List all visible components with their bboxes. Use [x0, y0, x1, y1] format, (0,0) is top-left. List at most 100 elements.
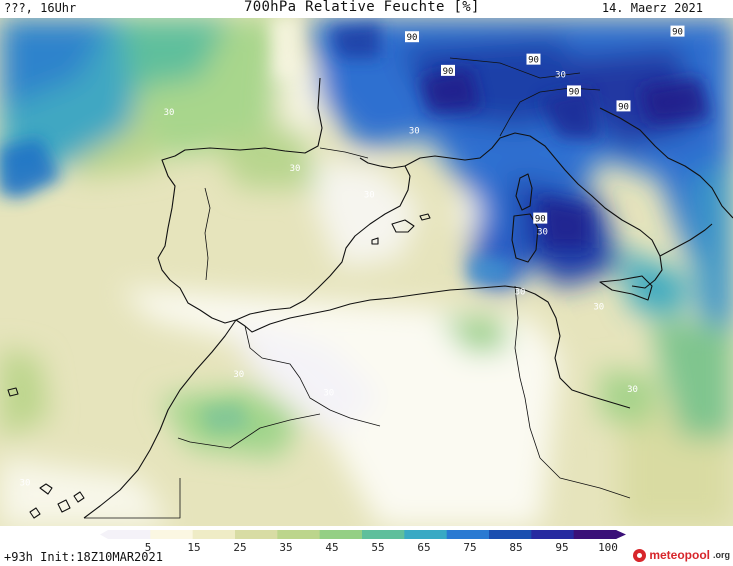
contour-label: 30 [537, 228, 548, 238]
contour-label-text: 90 [618, 102, 629, 112]
colorbar-segment [362, 530, 405, 539]
contour-label: 90 [533, 212, 548, 225]
contour-label: 30 [290, 164, 301, 174]
colorbar-segment [404, 530, 448, 539]
canary-island-4 [29, 507, 41, 519]
contour-labels: 9090909090909090903030303030303030303030… [20, 25, 685, 488]
contour-label-text: 30 [164, 108, 175, 118]
colorbar-tick-label: 5 [144, 541, 152, 554]
colorbar-segment [319, 530, 363, 539]
colorbar-max-arrow [616, 530, 626, 539]
contour-label-bg [616, 100, 631, 112]
mallorca-coast [391, 219, 415, 233]
north-africa-coast [235, 285, 631, 409]
brand-tld: .org [713, 550, 730, 560]
adriatic-coast [599, 107, 733, 219]
brand-name: meteopool [649, 548, 710, 562]
contour-label: 30 [20, 478, 31, 488]
contour-label-bg [526, 53, 541, 65]
madeira-island [7, 387, 19, 397]
colorbar-tick-label: 100 [598, 541, 618, 554]
contour-label-text: 30 [593, 302, 604, 312]
contour-label: 30 [233, 370, 244, 380]
colorbar-segment [108, 530, 151, 539]
map-footer: 5 15 25 35 45 55 65 75 85 95 100 +93h Init:18Z10MA… [0, 526, 733, 566]
contour-label: 30 [164, 108, 175, 118]
contour-label-text: 30 [364, 190, 375, 200]
menorca-coast [419, 213, 431, 221]
contour-label-text: 30 [515, 288, 526, 298]
contour-label-text: 30 [20, 478, 31, 488]
canary-island-3 [73, 491, 85, 503]
italy-heel [659, 223, 713, 257]
contour-label-text: 90 [443, 67, 454, 77]
contour-label-text: 90 [569, 87, 580, 97]
central-europe-border [449, 57, 581, 79]
colorbar-segment [573, 530, 617, 539]
mauritania-border [84, 478, 181, 519]
meteopool-logo: meteopool .org [633, 547, 730, 563]
colorbar-tick-label: 95 [555, 541, 569, 554]
contour-label: 90 [670, 25, 685, 38]
contour-label: 30 [515, 288, 526, 298]
contour-label-text: 30 [290, 164, 301, 174]
morocco-algeria-border [244, 325, 381, 427]
colorbar-segment [150, 530, 194, 539]
contour-label: 90 [526, 53, 541, 66]
colorbar-segment [446, 530, 490, 539]
contour-label: 30 [409, 127, 420, 137]
algeria-libya-border [539, 457, 631, 499]
colorbar-tick-label: 45 [325, 541, 339, 554]
coastlines [7, 77, 733, 519]
pyrenees-border [319, 147, 369, 159]
colorbar-segment [531, 530, 575, 539]
canary-island-1 [39, 483, 53, 495]
colorbar-tick-label: 85 [509, 541, 523, 554]
humidity-colorbar [100, 530, 626, 539]
colorbar-tick-label: 65 [417, 541, 431, 554]
contour-label: 30 [364, 190, 375, 200]
contour-label: 90 [616, 100, 631, 112]
colorbar-segment [489, 530, 532, 539]
morocco-atlantic-coast [83, 319, 237, 519]
contour-label-text: 90 [672, 28, 683, 38]
contour-label: 90 [567, 85, 581, 97]
contour-label: 30 [323, 389, 334, 399]
meteopool-logo-icon [633, 548, 647, 562]
western-sahara-border [177, 413, 321, 449]
colorbar-tick-label: 55 [371, 541, 385, 554]
valid-date: 14. Maerz 2021 [601, 1, 703, 15]
contour-label-text: 30 [409, 127, 420, 137]
colorbar-tick-label: 15 [187, 541, 201, 554]
colorbar-segment [192, 530, 236, 539]
contour-label: 30 [555, 71, 566, 81]
canary-island-2 [57, 499, 71, 513]
map-header: ???, 16Uhr 700hPa Relative Feuchte [%] 1… [0, 0, 733, 18]
contour-label: 90 [441, 64, 455, 77]
colorbar-tick-label: 75 [463, 541, 477, 554]
contour-label-bg [441, 64, 455, 76]
model-run-info: +93h Init:18Z10MAR2021 [4, 550, 163, 564]
contour-label: 30 [627, 385, 638, 395]
humidity-field-detail [0, 18, 710, 433]
spain-portugal-border [204, 187, 211, 281]
algeria-tunisia-border [514, 285, 541, 459]
sicily-coast [599, 275, 653, 301]
forecast-day-label: ???, 16Uhr [4, 1, 77, 15]
contour-label-text: 30 [323, 389, 334, 399]
france-italy-coast [404, 132, 663, 289]
map-title: 700hPa Relative Feuchte [%] [244, 0, 480, 15]
borders [84, 57, 631, 519]
contour-label-bg [567, 85, 581, 97]
contour-label-bg [670, 25, 685, 37]
contour-label-bg [533, 212, 548, 224]
iberia-coast [157, 77, 411, 324]
contour-label-text: 90 [407, 33, 418, 43]
colorbar-tick-label: 25 [233, 541, 247, 554]
colorbar-min-arrow [100, 530, 108, 539]
sardinia-coast [511, 213, 539, 263]
colorbar-segment [235, 530, 278, 539]
colorbar-tick-label: 35 [279, 541, 293, 554]
humidity-map: 9090909090909090903030303030303030303030… [0, 18, 733, 526]
contour-label-text: 30 [555, 71, 566, 81]
